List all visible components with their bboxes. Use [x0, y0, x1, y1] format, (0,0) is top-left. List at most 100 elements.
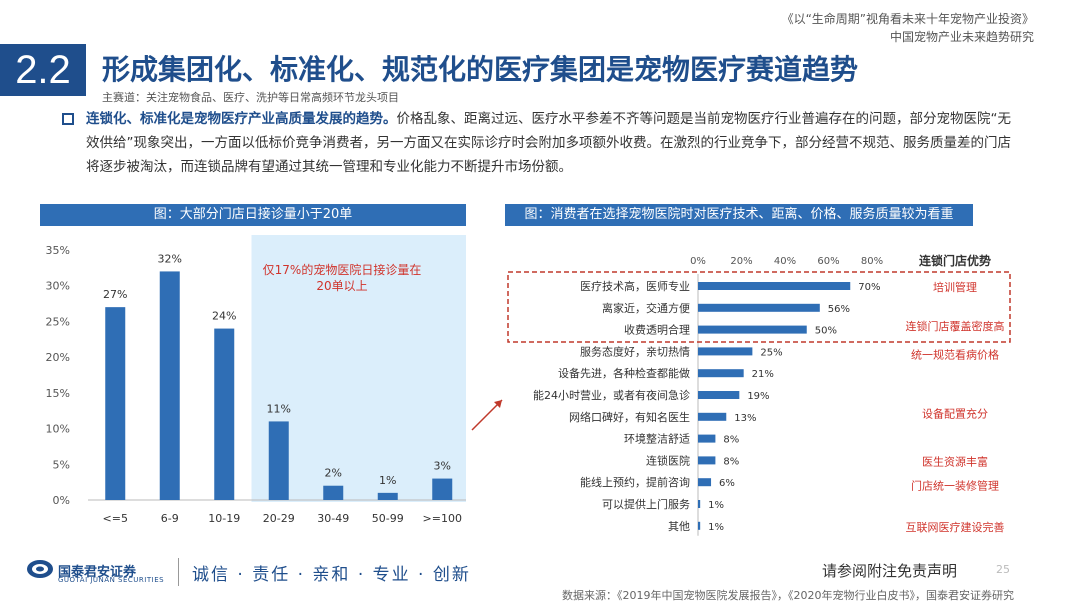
bar	[268, 421, 289, 500]
company-logo-icon	[27, 560, 53, 578]
x-tick-label: 40%	[774, 256, 796, 267]
x-tick-label: 30-49	[317, 512, 349, 525]
footer-divider	[178, 558, 179, 586]
y-tick-label: 能24小时营业，或者有夜间急诊	[533, 388, 690, 402]
bar	[698, 282, 851, 290]
bar	[698, 325, 807, 334]
advantage-label: 统一规范看病价格	[911, 348, 999, 362]
bar	[698, 303, 820, 312]
x-tick-label: >=100	[423, 512, 462, 525]
hospital-choice-factors-chart: 0% 20% 40% 60% 80% 医疗技术高，医师专业 70% 离家近，交通方便 56% 收费…	[471, 253, 1011, 536]
bar	[214, 328, 235, 500]
y-tick-label: 收费透明合理	[624, 323, 690, 337]
highlight-box	[507, 271, 1011, 343]
y-tick-label: 30%	[46, 280, 70, 293]
data-label: 1%	[708, 500, 724, 511]
bar	[698, 391, 740, 399]
chart2-caption: 图：消费者在选择宠物医院时对医疗技术、距离、价格、服务质量较为看重	[505, 204, 973, 226]
bar	[698, 369, 744, 378]
disclaimer-notice: 请参阅附注免责声明	[822, 562, 958, 580]
chart1-annotation: 仅17%的宠物医院日接诊量在20单以上	[262, 263, 422, 293]
x-tick-label: 50-99	[372, 512, 404, 525]
y-tick-label: 医疗技术高，医师专业	[580, 279, 690, 293]
advantage-header: 连锁门店优势	[919, 253, 991, 268]
page-number: 25	[996, 563, 1010, 576]
chart1-caption: 图：大部分门店日接诊量小于20单	[40, 204, 466, 226]
bar	[323, 485, 344, 500]
data-label: 8%	[723, 435, 739, 446]
report-title: 《以“生命周期”视角看未来十年宠物产业投资》	[781, 12, 1034, 26]
y-tick-label: 设备先进，各种检查都能做	[558, 366, 690, 380]
advantage-label: 医生资源丰富	[922, 454, 988, 468]
y-tick-label: 可以提供上门服务	[602, 497, 690, 511]
x-tick-label: 80%	[861, 256, 883, 267]
data-label: 21%	[752, 369, 774, 380]
y-tick-label: 20%	[46, 351, 70, 364]
y-tick-label: 其他	[668, 520, 690, 533]
page-subtitle: 主赛道：关注宠物食品、医疗、洗护等日常高频环节龙头项目	[102, 91, 399, 104]
arrow-head-icon	[494, 400, 502, 408]
company-name-en: GUOTAI JUNAN SECURITIES	[58, 576, 165, 584]
data-label: 19%	[747, 391, 769, 402]
x-tick-label: 10-19	[208, 512, 240, 525]
page-title: 形成集团化、标准化、规范化的医疗集团是宠物医疗赛道趋势	[102, 53, 859, 86]
y-tick-label: 0%	[53, 494, 70, 507]
bar	[698, 500, 701, 508]
data-label: 1%	[708, 522, 724, 533]
data-label: 2%	[325, 467, 342, 480]
bar	[105, 307, 126, 500]
data-label: 50%	[815, 326, 837, 337]
bar	[698, 521, 701, 530]
bar	[159, 271, 180, 500]
y-tick-label: 环境整洁舒适	[624, 432, 690, 446]
body-text: 价格乱象、距离过远、医疗水平参差不齐等问题是当前宠物医疗行业普遍存在的问题，部分…	[86, 111, 1011, 175]
advantage-label: 培训管理	[933, 280, 977, 294]
x-tick-label: 0%	[690, 256, 706, 267]
x-tick-label: 60%	[817, 256, 839, 267]
bar	[432, 478, 453, 500]
body-highlight: 连锁化、标准化是宠物医疗产业高质量发展的趋势。	[86, 111, 397, 127]
y-tick-label: 能线上预约，提前咨询	[580, 475, 690, 489]
data-label: 3%	[434, 460, 451, 473]
x-tick-label: <=5	[103, 512, 128, 525]
data-label: 25%	[760, 347, 782, 358]
bar	[698, 434, 716, 443]
report-subtitle: 中国宠物产业未来趋势研究	[889, 30, 1034, 44]
y-tick-label: 服务态度好，亲切热情	[580, 344, 690, 358]
clinic-visit-volume-chart: 0% 5% 10% 15% 20% 25% 30% 35% 27% <=5 32% 6-9 24% 10-…	[46, 235, 466, 525]
bar	[698, 478, 712, 487]
y-tick-label: 5%	[53, 458, 70, 471]
section-number: 2.2	[0, 44, 86, 96]
x-tick-label: 20%	[730, 256, 752, 267]
advantage-label: 互联网医疗建设完善	[906, 520, 1005, 534]
y-tick-label: 15%	[46, 387, 70, 400]
y-tick-label: 10%	[46, 423, 70, 436]
data-label: 56%	[828, 304, 850, 315]
advantage-label: 设备配置充分	[922, 406, 988, 420]
data-label: 8%	[723, 456, 739, 467]
company-name: 国泰君安证券	[58, 565, 137, 580]
bar	[377, 492, 398, 500]
bar	[698, 347, 753, 356]
y-tick-label: 连锁医院	[646, 453, 690, 467]
y-tick-label: 25%	[46, 315, 70, 328]
advantage-label: 连锁门店覆盖密度高	[906, 319, 1005, 333]
x-tick-label: 6-9	[161, 512, 179, 525]
data-label: 6%	[719, 478, 735, 489]
data-label: 32%	[158, 252, 182, 265]
data-label: 13%	[734, 413, 756, 424]
advantage-label: 门店统一装修管理	[911, 478, 999, 492]
y-tick-label: 35%	[46, 244, 70, 257]
data-label: 24%	[212, 310, 236, 323]
data-source: 数据来源：《2019年中国宠物医院发展报告》，《2020年宠物行业白皮书》，国泰…	[562, 589, 1014, 602]
y-tick-label: 网络口碑好，有知名医生	[569, 410, 690, 424]
bullet-square-icon	[62, 113, 74, 125]
company-slogan: 诚信 · 责任 · 亲和 · 专业 · 创新	[192, 565, 471, 585]
bar	[698, 456, 716, 465]
data-label: 27%	[103, 288, 127, 301]
x-tick-label: 20-29	[263, 512, 295, 525]
y-tick-label: 离家近，交通方便	[602, 301, 690, 315]
data-label: 1%	[379, 474, 396, 487]
bar	[698, 412, 727, 421]
body-paragraph: 连锁化、标准化是宠物医疗产业高质量发展的趋势。价格乱象、距离过远、医疗水平参差不…	[86, 107, 1016, 179]
